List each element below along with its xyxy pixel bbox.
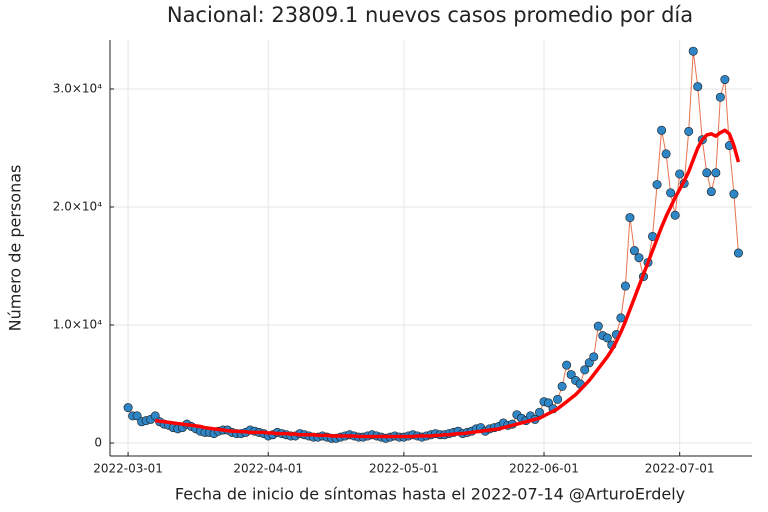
- data-point: [652, 180, 662, 190]
- x-tick-label: 2022-06-01: [509, 462, 579, 476]
- data-point: [634, 253, 644, 263]
- data-point: [693, 82, 703, 92]
- data-point: [715, 92, 725, 102]
- data-point: [729, 189, 739, 199]
- series-line: [154, 128, 741, 439]
- data-point: [657, 125, 667, 135]
- data-point: [132, 411, 142, 421]
- x-tick-label: 2022-05-01: [369, 462, 439, 476]
- data-point: [675, 169, 685, 179]
- data-point: [553, 394, 563, 404]
- data-point: [688, 46, 698, 56]
- data-point: [629, 246, 639, 256]
- data-point: [733, 248, 743, 258]
- x-tick-label: 2022-03-01: [93, 462, 163, 476]
- x-tick-label: 2022-04-01: [233, 462, 303, 476]
- y-tick-label: 3.0×10⁴: [53, 81, 102, 95]
- data-point: [150, 411, 160, 421]
- x-axis-label: Fecha de inicio de síntomas hasta el 202…: [175, 485, 685, 504]
- data-point: [544, 398, 554, 408]
- y-tick-label: 0: [94, 436, 102, 450]
- data-point: [602, 333, 612, 343]
- data-point: [593, 321, 603, 331]
- data-point: [670, 210, 680, 220]
- data-point: [720, 75, 730, 85]
- data-point: [557, 381, 567, 391]
- data-point: [584, 358, 594, 368]
- series-line: [127, 50, 739, 439]
- data-point: [580, 365, 590, 375]
- data-point: [123, 403, 133, 413]
- data-point: [620, 281, 630, 291]
- data-point: [562, 360, 572, 370]
- data-point: [711, 168, 721, 178]
- chart-title: Nacional: 23809.1 nuevos casos promedio …: [167, 3, 693, 27]
- data-point: [684, 126, 694, 136]
- y-tick-label: 1.0×10⁴: [53, 318, 102, 332]
- data-point: [589, 352, 599, 362]
- data-point: [706, 187, 716, 197]
- data-point: [666, 188, 676, 198]
- x-tick-label: 2022-07-01: [645, 462, 715, 476]
- data-point: [566, 370, 576, 380]
- data-point: [625, 213, 635, 223]
- data-point: [702, 168, 712, 178]
- data-point: [661, 149, 671, 159]
- y-tick-label: 2.0×10⁴: [53, 199, 102, 213]
- y-axis-label: Número de personas: [6, 165, 25, 332]
